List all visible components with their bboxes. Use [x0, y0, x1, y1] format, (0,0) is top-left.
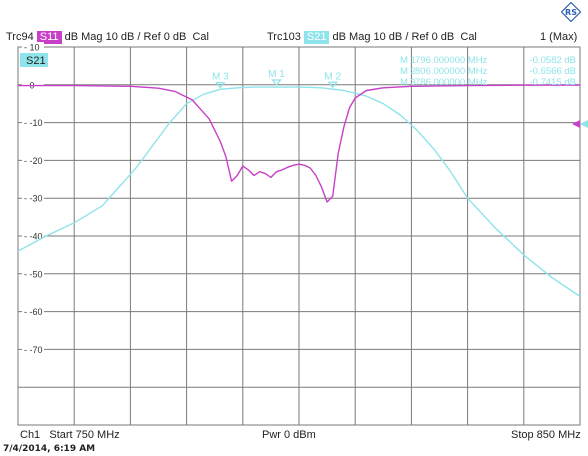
series-line-s21 — [17, 86, 581, 298]
marker-m2-icon[interactable] — [327, 81, 338, 89]
y-tick-bg — [22, 231, 44, 241]
trace1-tag[interactable]: S11 — [36, 31, 62, 44]
series-line-s11 — [18, 84, 581, 203]
marker-readout-text: -0.0582 dB — [530, 55, 576, 66]
marker-readout: M 1 796.000000 MHz -0.0582 dB M 2 806.000000… — [400, 55, 576, 88]
grid — [17, 46, 581, 426]
marker-label: M 1 — [268, 69, 285, 80]
trace1-ref: Ref 0 dB — [143, 31, 187, 43]
marker-readout-text: M 3 — [400, 77, 416, 88]
y-tick-label: - -30 — [24, 194, 43, 204]
power-level: Pwr 0 dBm — [262, 429, 316, 441]
rohde-schwarz-logo-icon: RS — [561, 2, 581, 22]
y-tick-bg — [22, 344, 44, 355]
channel-name: Ch1 — [20, 429, 41, 441]
y-tick-bg — [22, 117, 44, 128]
s11-ref-arrow-icon — [572, 120, 580, 128]
trace2-name: Trc103 — [267, 31, 301, 43]
timestamp: 7/4/2014, 6:19 AM — [3, 444, 96, 454]
marker-label: M 3 — [212, 72, 229, 83]
channel-label: 1 (Max) — [540, 31, 578, 43]
marker-readout-text: M 1 — [400, 55, 416, 66]
trace1-header: Trc94 S11 dB Mag 10 dB / Ref 0 dB Cal — [6, 31, 209, 44]
y-tick-label: - -50 — [24, 269, 43, 279]
trace-label-box[interactable] — [20, 53, 48, 67]
marker-label: M 2 — [324, 71, 341, 82]
y-tick-bg — [22, 42, 44, 52]
marker-readout-text: -0.7415 dB — [530, 77, 576, 88]
y-tick-bg — [22, 155, 44, 166]
series-traces — [17, 84, 581, 298]
y-tick-bg — [22, 79, 44, 90]
marker-readout-text: 786.000000 MHz — [415, 77, 488, 88]
marker-readout-text: -0.6566 dB — [530, 66, 576, 77]
trace1-name: Trc94 — [6, 31, 34, 43]
markers: M 1 M 2 M 3 — [212, 69, 341, 89]
footer-channel: Ch1 Start 750 MHz — [20, 429, 120, 442]
y-tick-label: - -70 — [24, 345, 43, 355]
trace2-format: dB Mag — [332, 31, 371, 43]
marker-m1-icon[interactable] — [271, 79, 282, 86]
y-tick-label: - -10 — [24, 118, 43, 128]
trace1-cal: Cal — [192, 31, 209, 43]
s21-ref-arrow-icon — [580, 120, 588, 128]
trace1-scale: 10 dB / — [105, 31, 141, 43]
trace2-header: Trc103 S21 dB Mag 10 dB / Ref 0 dB Cal — [267, 31, 477, 44]
y-tick-label: - -20 — [24, 156, 43, 166]
y-tick-bg — [22, 268, 44, 279]
marker-readout-text: M 2 — [400, 66, 416, 77]
marker-m3-icon[interactable] — [215, 82, 226, 89]
trace2-tag[interactable]: S21 — [303, 31, 330, 44]
trace-label: S21 — [26, 55, 46, 67]
trace2-cal: Cal — [460, 31, 477, 43]
marker-readout-text: 806.000000 MHz — [415, 66, 488, 77]
y-tick-labels: - 10- 0- -10- -20- -30- -40- -50- -60- -… — [22, 42, 44, 355]
marker-readout-text: 796.000000 MHz — [415, 55, 488, 66]
trace2-scale: 10 dB / — [373, 31, 409, 43]
y-tick-bg — [22, 193, 44, 204]
svg-text:RS: RS — [565, 8, 577, 17]
trace2-ref: Ref 0 dB — [411, 31, 455, 43]
trace1-format: dB Mag — [64, 31, 103, 43]
y-tick-label: - -40 — [24, 232, 43, 242]
stop-frequency: Stop 850 MHz — [511, 429, 581, 441]
start-frequency: Start 750 MHz — [49, 429, 120, 441]
y-tick-label: - -60 — [24, 307, 43, 317]
y-tick-bg — [22, 306, 44, 317]
y-tick-label: - 10 — [24, 43, 40, 53]
